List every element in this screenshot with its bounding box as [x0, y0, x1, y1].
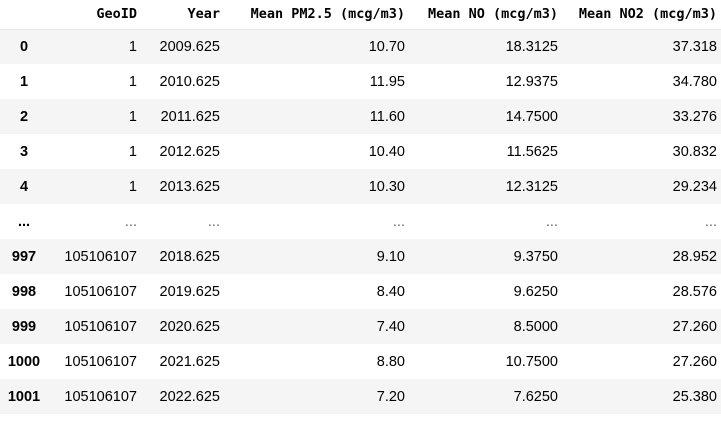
table-row: 1 1 2010.625 11.95 12.9375 34.780 — [0, 64, 721, 99]
table-row: 2 1 2011.625 11.60 14.7500 33.276 — [0, 99, 721, 134]
row-index: 3 — [19, 143, 29, 160]
cell-geoid: 105106107 — [64, 353, 137, 370]
cell-no2: 28.952 — [672, 248, 717, 265]
cell-geoid: 1 — [128, 143, 137, 160]
cell-pm25: 7.40 — [376, 318, 405, 335]
cell-pm25: 8.80 — [376, 353, 405, 370]
table-row: 4 1 2013.625 10.30 12.3125 29.234 — [0, 169, 721, 204]
row-index: 998 — [11, 283, 37, 300]
cell-year: 2011.625 — [160, 108, 220, 125]
cell-no: 12.3125 — [505, 178, 558, 195]
cell-pm25: ... — [392, 213, 405, 230]
cell-geoid: ... — [124, 213, 137, 230]
row-index: 2 — [19, 108, 29, 125]
column-header-no2: Mean NO2 (mcg/m3) — [562, 0, 721, 30]
cell-pm25: 9.10 — [376, 248, 405, 265]
row-index: 1000 — [7, 353, 41, 370]
table-row: 998 105106107 2019.625 8.40 9.6250 28.57… — [0, 274, 721, 309]
cell-year: 2021.625 — [159, 353, 220, 370]
cell-year: 2009.625 — [159, 38, 220, 55]
cell-geoid: 1 — [128, 178, 137, 195]
cell-geoid: 105106107 — [64, 388, 137, 405]
cell-year: 2020.625 — [159, 318, 220, 335]
cell-no: 9.6250 — [513, 283, 558, 300]
cell-pm25: 7.20 — [376, 388, 405, 405]
cell-no: 14.7500 — [505, 108, 558, 125]
cell-pm25: 8.40 — [376, 283, 405, 300]
row-index: ... — [17, 213, 31, 230]
cell-geoid: 1 — [128, 73, 137, 90]
row-index: 999 — [11, 318, 37, 335]
row-index: 4 — [19, 178, 29, 195]
row-index: 0 — [19, 38, 29, 55]
table-row: 999 105106107 2020.625 7.40 8.5000 27.26… — [0, 309, 721, 344]
cell-year: 2010.625 — [159, 73, 220, 90]
cell-no2: 27.260 — [672, 353, 717, 370]
cell-pm25: 11.95 — [369, 73, 405, 90]
row-index: 1001 — [7, 388, 41, 405]
cell-no: ... — [545, 213, 558, 230]
table-row: 3 1 2012.625 10.40 11.5625 30.832 — [0, 134, 721, 169]
cell-geoid: 105106107 — [64, 318, 137, 335]
cell-no2: 25.380 — [672, 388, 717, 405]
cell-no2: 34.780 — [672, 73, 717, 90]
column-header-year: Year — [141, 0, 224, 30]
cell-no2: 33.276 — [672, 108, 717, 125]
table-row: 1000 105106107 2021.625 8.80 10.7500 27.… — [0, 344, 721, 379]
cell-year: 2013.625 — [159, 178, 220, 195]
header-row: GeoID Year Mean PM2.5 (mcg/m3) Mean NO (… — [0, 0, 721, 30]
cell-geoid: 1 — [128, 108, 137, 125]
ellipsis-row: ... ... ... ... ... ... — [0, 204, 721, 239]
column-header-pm25: Mean PM2.5 (mcg/m3) — [224, 0, 409, 30]
row-index: 997 — [11, 248, 37, 265]
cell-year: 2022.625 — [159, 388, 220, 405]
cell-no2: 37.318 — [672, 38, 717, 55]
cell-geoid: 105106107 — [64, 248, 137, 265]
cell-no2: 27.260 — [672, 318, 717, 335]
cell-no2: ... — [704, 213, 717, 230]
row-index: 1 — [19, 73, 29, 90]
cell-no: 10.7500 — [505, 353, 558, 370]
cell-no: 9.3750 — [513, 248, 558, 265]
cell-year: 2018.625 — [159, 248, 220, 265]
cell-no2: 28.576 — [672, 283, 717, 300]
column-header-no: Mean NO (mcg/m3) — [409, 0, 562, 30]
index-header — [0, 0, 48, 30]
table-row: 1001 105106107 2022.625 7.20 7.6250 25.3… — [0, 379, 721, 414]
cell-pm25: 10.30 — [368, 178, 405, 195]
cell-no: 7.6250 — [513, 388, 558, 405]
cell-pm25: 10.40 — [368, 143, 405, 160]
cell-no: 12.9375 — [505, 73, 558, 90]
cell-year: ... — [207, 213, 220, 230]
column-header-geoid: GeoID — [48, 0, 141, 30]
cell-no: 8.5000 — [513, 318, 558, 335]
cell-pm25: 11.60 — [369, 108, 405, 125]
cell-pm25: 10.70 — [368, 38, 405, 55]
cell-no: 18.3125 — [505, 38, 558, 55]
cell-no2: 29.234 — [672, 178, 717, 195]
cell-year: 2012.625 — [159, 143, 220, 160]
cell-year: 2019.625 — [159, 283, 220, 300]
cell-no: 11.5625 — [506, 143, 558, 160]
cell-geoid: 105106107 — [64, 283, 137, 300]
cell-no2: 30.832 — [672, 143, 717, 160]
cell-geoid: 1 — [128, 38, 137, 55]
dataframe-table: GeoID Year Mean PM2.5 (mcg/m3) Mean NO (… — [0, 0, 721, 414]
table-row: 0 1 2009.625 10.70 18.3125 37.318 — [0, 29, 721, 64]
table-row: 997 105106107 2018.625 9.10 9.3750 28.95… — [0, 239, 721, 274]
